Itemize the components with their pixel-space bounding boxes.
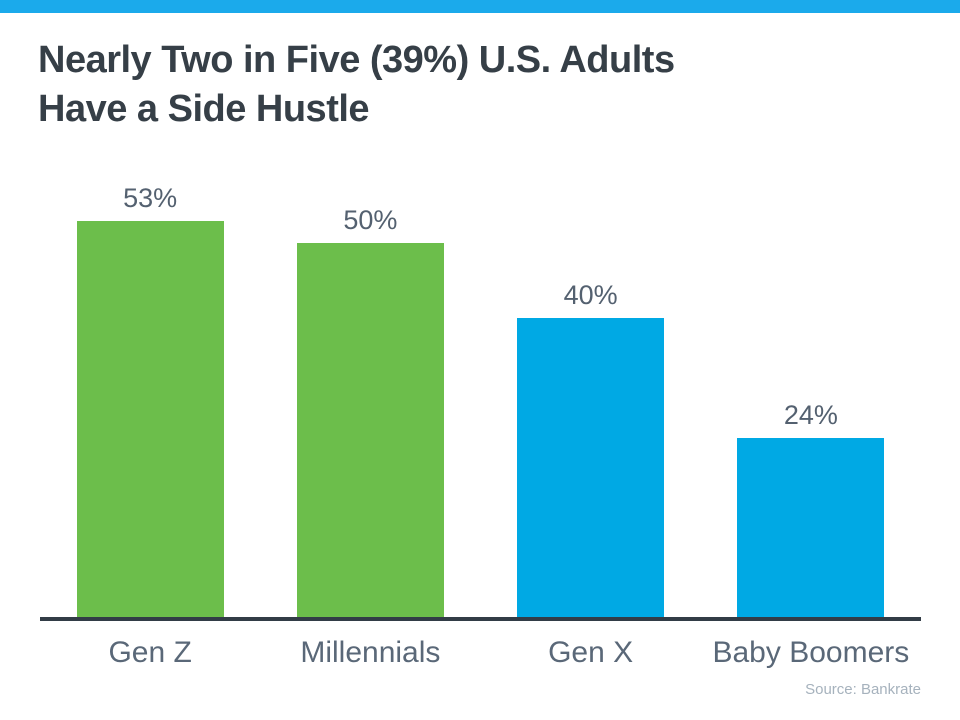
bar-group-millennials: 50%: [260, 180, 480, 617]
top-accent-band: [0, 0, 960, 13]
chart-title-line2: Have a Side Hustle: [38, 88, 370, 130]
chart-title: Nearly Two in Five (39%) U.S. Adults Hav…: [38, 36, 918, 134]
bar-gen-z: [76, 221, 224, 617]
value-label: 53%: [123, 183, 178, 213]
chart-title-line1: Nearly Two in Five (39%) U.S. Adults: [38, 39, 675, 81]
value-label: 50%: [343, 205, 398, 235]
category-label-gen-z: Gen Z: [108, 636, 192, 669]
x-axis-labels: Gen Z Millennials Gen X Baby Boomers: [40, 636, 921, 670]
bar-group-baby-boomers: 24%: [701, 180, 921, 617]
category-label-millennials: Millennials: [300, 636, 441, 669]
bar-millennials: [296, 243, 444, 617]
source-attribution: Source: Bankrate: [805, 681, 921, 698]
category-label-gen-x: Gen X: [548, 636, 634, 669]
bar-chart: 53% 50% 40% 24%: [40, 180, 921, 617]
bar-group-gen-z: 53%: [40, 180, 260, 617]
category-label-baby-boomers: Baby Boomers: [712, 636, 910, 669]
bar-gen-x: [517, 318, 665, 617]
value-label: 40%: [563, 280, 618, 310]
bar-baby-boomers: [737, 438, 885, 617]
x-axis-line: [40, 617, 921, 621]
value-label: 24%: [783, 400, 838, 430]
bar-group-gen-x: 40%: [481, 180, 701, 617]
